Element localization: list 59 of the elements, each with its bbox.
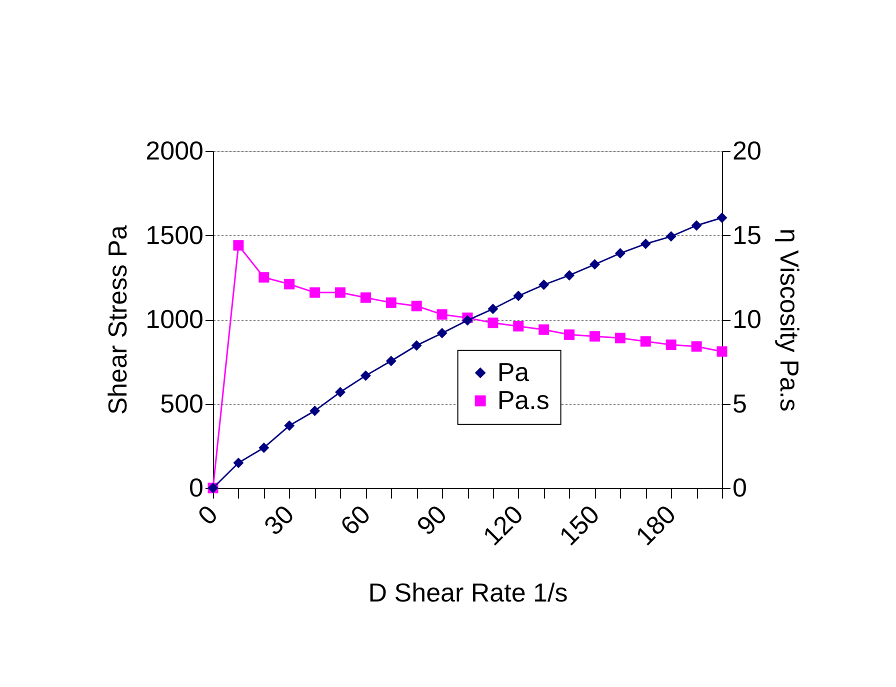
point — [411, 340, 422, 351]
y-tick-label: 500 — [160, 388, 204, 418]
point — [284, 278, 295, 290]
point — [258, 272, 270, 283]
point — [386, 297, 396, 308]
point — [640, 238, 651, 250]
point — [233, 240, 244, 251]
y-tick-label: 2000 — [146, 136, 204, 166]
point — [335, 287, 346, 298]
y2-tick-label: 0 — [732, 472, 747, 502]
y2-tick-label: 15 — [732, 220, 762, 250]
point — [691, 220, 702, 231]
point — [310, 406, 320, 416]
point — [614, 248, 626, 259]
x-tick-label: 90 — [410, 499, 452, 541]
point — [436, 309, 448, 320]
point — [716, 346, 728, 357]
point — [640, 336, 651, 347]
point — [462, 315, 473, 326]
point — [488, 318, 498, 328]
y2-tick-label: 5 — [732, 388, 747, 418]
point — [310, 287, 320, 298]
point — [666, 340, 676, 350]
legend-label: Pa.s — [497, 384, 550, 415]
point — [233, 458, 244, 468]
y-tick-label: 1500 — [146, 220, 204, 250]
point — [335, 386, 346, 398]
point — [258, 442, 270, 453]
x-tick-label: 60 — [334, 499, 376, 541]
point — [538, 324, 550, 335]
point — [488, 304, 498, 314]
point — [691, 341, 702, 352]
legend-label: Pa — [497, 356, 530, 387]
x-tick-label: 150 — [553, 499, 606, 552]
point — [436, 328, 448, 338]
point — [284, 420, 295, 431]
point — [614, 332, 626, 344]
point — [564, 270, 575, 281]
x-tick-label: 180 — [630, 499, 682, 552]
point — [386, 356, 396, 366]
point — [716, 212, 728, 223]
y-tick-label: 1000 — [146, 304, 204, 334]
point — [513, 320, 524, 332]
x-axis-title: D Shear Rate 1/s — [368, 577, 568, 608]
y-axis-title: Shear Stress Pa — [102, 224, 133, 415]
point — [666, 231, 676, 242]
y2-tick-label: 20 — [732, 136, 762, 166]
point — [590, 259, 600, 270]
x-tick-label: 30 — [258, 499, 300, 541]
point — [360, 292, 371, 303]
point — [590, 331, 600, 342]
point — [513, 290, 524, 302]
y2-axis-title: η Viscosity Pa.s — [774, 228, 804, 412]
point — [411, 300, 422, 312]
point — [538, 280, 550, 290]
point — [564, 329, 575, 340]
y2-tick-label: 10 — [732, 304, 762, 334]
point — [360, 370, 371, 381]
x-tick-label: 120 — [476, 499, 529, 552]
